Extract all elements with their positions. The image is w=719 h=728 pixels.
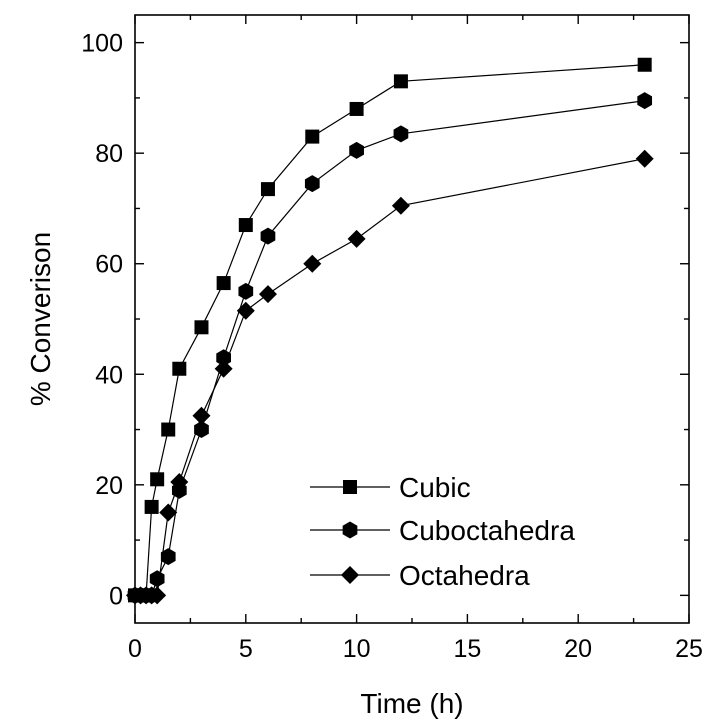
cubic-point xyxy=(238,218,253,233)
cuboctahedra-point xyxy=(349,141,364,159)
cuboctahedra-point xyxy=(637,92,653,110)
cuboctahedra-point xyxy=(149,570,165,588)
y-tick-label: 60 xyxy=(95,251,123,279)
cubic-point xyxy=(260,182,275,197)
cubic-point xyxy=(161,422,176,437)
cubic-point xyxy=(637,57,652,72)
octahedra-point xyxy=(635,149,654,168)
legend-label-cubic: Cubic xyxy=(399,472,471,503)
legend-label-octahedra: Octahedra xyxy=(399,560,530,591)
series-octahedra xyxy=(126,149,654,605)
y-axis-label: % Converison xyxy=(25,232,56,406)
octahedra-point xyxy=(214,359,233,378)
cubic-point xyxy=(150,472,165,487)
cuboctahedra-point xyxy=(304,175,320,193)
cubic-point xyxy=(194,320,209,335)
data-layer xyxy=(126,57,654,605)
x-tick-label: 10 xyxy=(343,635,371,663)
octahedra-point xyxy=(258,285,277,304)
legend-marker-cubic xyxy=(343,480,357,494)
cuboctahedra-point xyxy=(216,349,231,367)
cubic-point xyxy=(393,74,408,89)
y-tick-label: 100 xyxy=(81,30,123,58)
cuboctahedra-point xyxy=(238,282,254,300)
octahedra-point xyxy=(192,406,211,425)
cubic-point xyxy=(144,499,159,514)
octahedra-point xyxy=(303,254,322,273)
x-tick-label: 0 xyxy=(128,635,142,663)
cubic-point xyxy=(172,361,187,376)
octahedra-point xyxy=(347,229,366,248)
y-tick-label: 80 xyxy=(95,140,123,168)
y-axis-ticks: 0 20 40 60 80 100 xyxy=(81,30,689,610)
cubic-point xyxy=(216,276,231,291)
y-tick-label: 20 xyxy=(95,472,123,500)
x-axis-ticks: 0 5 10 15 20 25 xyxy=(128,15,703,663)
octahedra-point xyxy=(148,586,167,605)
legend: Cubic Cuboctahedra Octahedra xyxy=(310,472,575,591)
cuboctahedra-point xyxy=(160,548,176,566)
y-tick-label: 0 xyxy=(109,582,123,610)
cuboctahedra-point xyxy=(393,125,409,143)
legend-label-cuboctahedra: Cuboctahedra xyxy=(399,515,575,546)
y-tick-label: 40 xyxy=(95,361,123,389)
octahedra-point xyxy=(391,196,410,215)
x-tick-label: 25 xyxy=(675,635,703,663)
x-tick-label: 15 xyxy=(453,635,481,663)
octahedra-point xyxy=(170,473,189,492)
x-axis-label: Time (h) xyxy=(360,688,463,719)
x-tick-label: 20 xyxy=(564,635,592,663)
cuboctahedra-point xyxy=(260,227,276,245)
octahedra-point xyxy=(236,301,255,320)
legend-marker-cuboctahedra xyxy=(342,521,358,539)
legend-marker-octahedra xyxy=(341,566,359,584)
octahedra-point xyxy=(159,503,178,522)
cubic-point xyxy=(305,129,320,144)
cubic-point xyxy=(349,101,364,116)
x-tick-label: 5 xyxy=(239,635,253,663)
